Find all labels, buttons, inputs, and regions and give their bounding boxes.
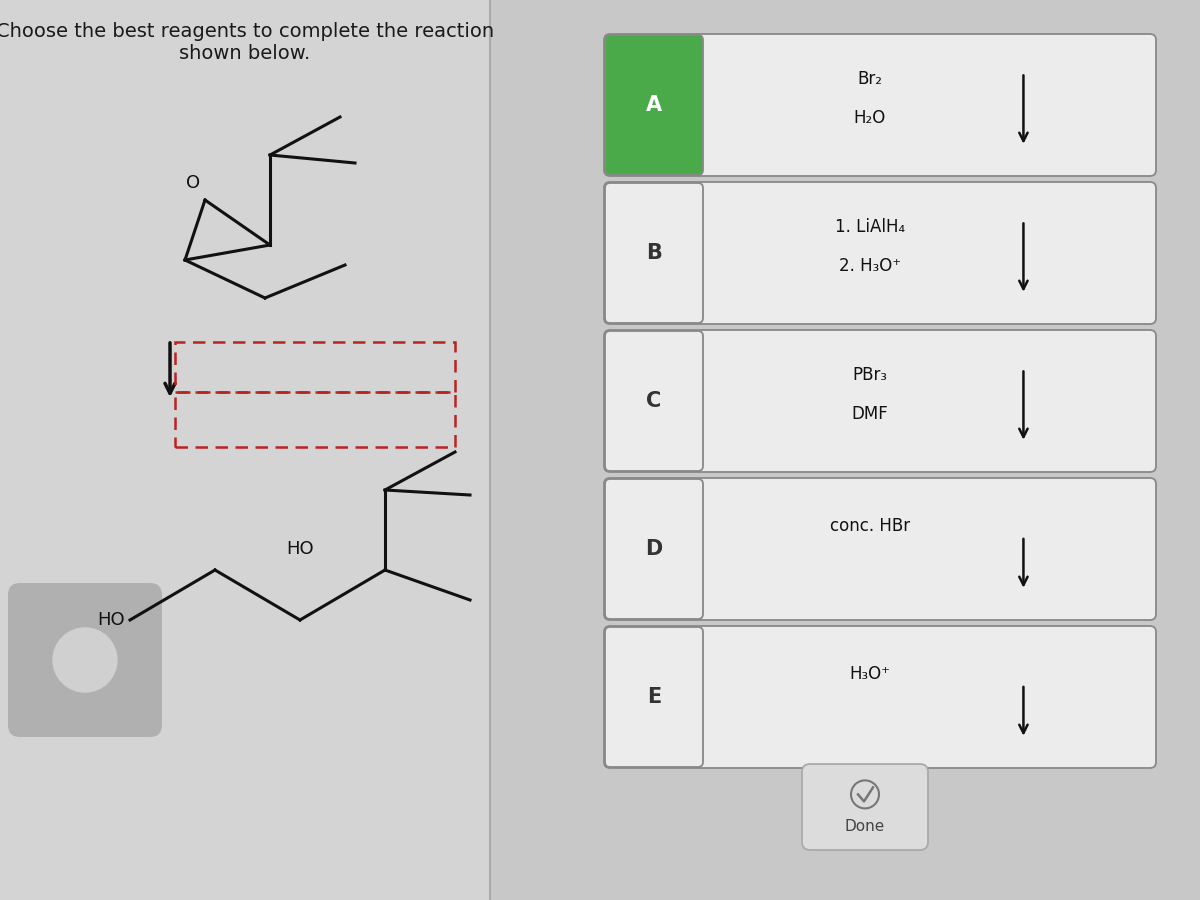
- Text: HO: HO: [286, 540, 314, 558]
- FancyBboxPatch shape: [604, 478, 1156, 620]
- FancyBboxPatch shape: [604, 34, 1156, 176]
- Text: 1. LiAlH₄: 1. LiAlH₄: [835, 218, 905, 236]
- Text: Br₂: Br₂: [857, 70, 882, 88]
- Text: B: B: [646, 243, 662, 263]
- FancyBboxPatch shape: [605, 627, 703, 767]
- FancyBboxPatch shape: [605, 331, 703, 471]
- FancyBboxPatch shape: [605, 35, 703, 175]
- FancyBboxPatch shape: [604, 626, 1156, 768]
- Text: 2. H₃O⁺: 2. H₃O⁺: [839, 257, 901, 275]
- Text: PBr₃: PBr₃: [852, 366, 887, 384]
- Circle shape: [53, 628, 118, 692]
- Text: A: A: [646, 95, 662, 115]
- Text: H₃O⁺: H₃O⁺: [850, 664, 890, 682]
- Text: C: C: [647, 391, 661, 411]
- Text: D: D: [646, 539, 662, 559]
- Text: Done: Done: [845, 819, 886, 834]
- Text: HO: HO: [97, 611, 125, 629]
- Text: DMF: DMF: [851, 405, 888, 423]
- Text: O: O: [186, 174, 200, 192]
- Text: Choose the best reagents to complete the reaction: Choose the best reagents to complete the…: [0, 22, 494, 41]
- FancyBboxPatch shape: [605, 183, 703, 323]
- FancyBboxPatch shape: [604, 182, 1156, 324]
- FancyBboxPatch shape: [604, 330, 1156, 472]
- FancyBboxPatch shape: [802, 764, 928, 850]
- Text: E: E: [647, 687, 661, 707]
- FancyBboxPatch shape: [0, 0, 490, 900]
- Text: H₂O: H₂O: [853, 109, 886, 127]
- FancyBboxPatch shape: [8, 583, 162, 737]
- FancyBboxPatch shape: [490, 0, 1200, 900]
- Text: conc. HBr: conc. HBr: [829, 517, 910, 535]
- Text: shown below.: shown below.: [179, 44, 311, 63]
- FancyBboxPatch shape: [605, 479, 703, 619]
